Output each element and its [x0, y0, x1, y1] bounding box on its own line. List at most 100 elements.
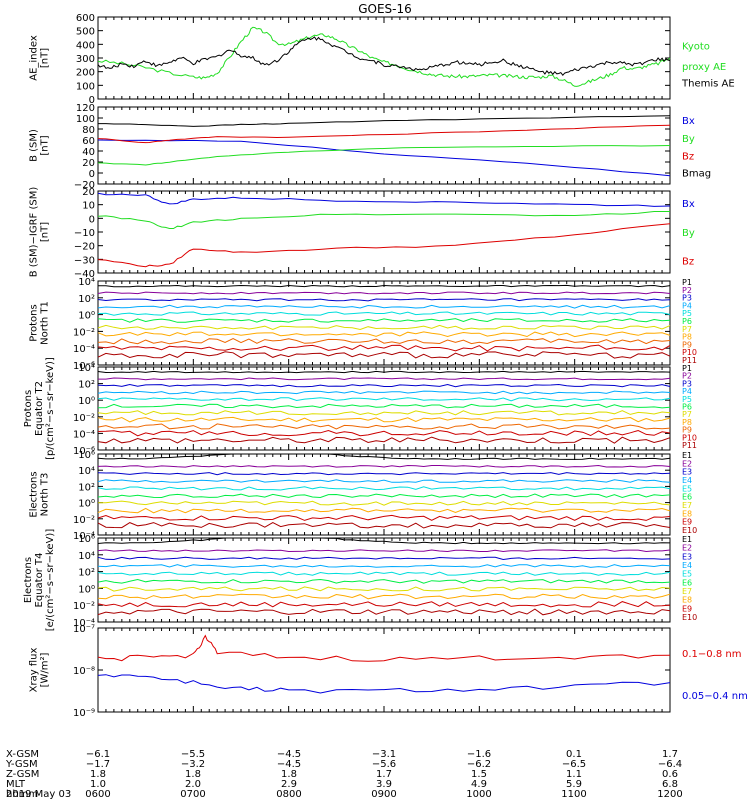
- legend-entry: P5: [682, 309, 692, 318]
- legend-entry: E3: [682, 552, 692, 561]
- legend-entry: Themis AE: [681, 79, 735, 90]
- x-row-value: −1.6: [467, 749, 491, 760]
- x-row-value: 2.0: [185, 779, 201, 790]
- x-row-value: −4.5: [277, 749, 301, 760]
- y-tick-label: 600: [76, 13, 95, 24]
- channel-line-E3: [97, 472, 671, 476]
- y-tick-label: 10⁰: [78, 396, 95, 407]
- legend-entry: P10: [682, 348, 697, 357]
- legend-entry: E2: [682, 544, 692, 553]
- channel-line-P1: [98, 284, 671, 288]
- y-axis-label: Equator T4: [34, 553, 45, 608]
- x-row-value: −1.7: [86, 759, 110, 770]
- x-row-value: 0600: [85, 789, 110, 800]
- legend-entry: E10: [682, 526, 697, 535]
- x-row-label: Y-GSM: [5, 759, 38, 770]
- legend-entry: E8: [682, 596, 692, 605]
- channel-line-P2: [98, 377, 671, 381]
- y-tick-label: 10²: [78, 568, 95, 579]
- legend-entry: 0.05−0.4 nm: [682, 691, 748, 702]
- y-axis-label: Electrons: [29, 471, 40, 517]
- y-tick-label: 10⁻⁷: [73, 624, 95, 635]
- legend-entry: E9: [682, 604, 692, 613]
- channel-line-P2: [97, 291, 671, 295]
- channel-line-P1: [97, 370, 671, 374]
- y-tick-label: 10⁻²: [73, 413, 95, 424]
- x-row-value: 0.6: [662, 769, 678, 780]
- legend-entry: Kyoto: [682, 42, 710, 53]
- x-row-value: 1.5: [471, 769, 487, 780]
- x-row-value: 1100: [561, 789, 586, 800]
- chart-title: GOES-16: [358, 2, 412, 16]
- legend-entry: E5: [682, 570, 692, 579]
- legend-entry: P3: [682, 379, 692, 388]
- y-tick-label: 10⁰: [78, 311, 95, 322]
- y-tick-label: 10⁻²: [73, 327, 95, 338]
- y-tick-label: 10⁶: [78, 534, 95, 545]
- series-line-Bx: [97, 192, 671, 207]
- channel-line-E5: [97, 571, 671, 576]
- x-row-label: Z-GSM: [6, 769, 39, 780]
- legend-entry: E9: [682, 518, 692, 527]
- y-tick-label: 60: [82, 136, 95, 147]
- y-tick-label: 10⁻⁴: [73, 344, 95, 355]
- y-tick-label: 10⁻⁴: [73, 531, 95, 542]
- x-axis-date: 2019 May 03: [6, 789, 71, 800]
- legend-entry: Bx: [682, 199, 695, 210]
- legend-entry: Bz: [682, 152, 694, 163]
- x-row-value: 1.8: [185, 769, 201, 780]
- y-tick-label: 200: [76, 68, 95, 79]
- x-row-value: 0700: [180, 789, 205, 800]
- y-axis-label: Protons: [23, 390, 34, 427]
- legend-entry: P4: [682, 387, 692, 396]
- y-tick-label: 100: [76, 81, 95, 92]
- legend-entry: By: [682, 228, 695, 239]
- y-axis-label: Electrons: [23, 557, 34, 603]
- legend-entry: 0.1−0.8 nm: [682, 649, 741, 660]
- y-tick-label: 0: [89, 95, 95, 106]
- x-row-value: 3.9: [376, 779, 392, 790]
- channel-line-E7: [97, 586, 671, 592]
- channel-line-P8: [97, 416, 671, 423]
- channel-line-P11: [97, 436, 671, 444]
- y-axis-label: [p/(cm²−s−sr−keV)]: [45, 357, 56, 460]
- y-tick-label: 10⁰: [78, 499, 95, 510]
- series-line-Bz: [97, 124, 671, 144]
- legend-entry: E6: [682, 493, 692, 502]
- x-row-value: 6.8: [662, 779, 678, 790]
- legend-entry: P10: [682, 433, 697, 442]
- y-tick-label: 0: [89, 214, 95, 225]
- y-axis-label: [nT]: [40, 48, 51, 68]
- x-row-value: −5.6: [372, 759, 396, 770]
- channel-line-P3: [97, 383, 671, 388]
- y-tick-label: 10⁻⁸: [73, 666, 95, 677]
- x-row-value: 1200: [657, 789, 682, 800]
- y-tick-label: 10⁴: [78, 363, 95, 374]
- y-axis-label: [nT]: [40, 222, 51, 242]
- channel-line-P11: [97, 351, 671, 359]
- x-row-value: −6.1: [86, 749, 110, 760]
- channel-line-E6: [97, 578, 671, 584]
- legend-entry: P5: [682, 395, 692, 404]
- y-tick-label: 10⁻²: [73, 515, 95, 526]
- y-tick-label: 500: [76, 27, 95, 38]
- x-row-value: −6.2: [467, 759, 491, 770]
- y-tick-label: 0: [89, 169, 95, 180]
- legend: Bx By Bz: [682, 199, 695, 267]
- channel-line-P6: [97, 318, 671, 323]
- y-tick-label: −40: [74, 269, 95, 280]
- legend-entry: P2: [682, 286, 692, 295]
- y-axis-label: Protons: [29, 304, 40, 341]
- x-axis-table: X-GSM −6.1 −5.5 −4.5 −3.1 −1.6 0.1 1.7 Y-GSM −1.7…: [5, 749, 683, 800]
- panel-frame: [97, 627, 671, 713]
- legend-entry: P7: [682, 410, 692, 419]
- channel-line-E6: [97, 493, 671, 499]
- y-tick-label: 20: [82, 158, 95, 169]
- legend: Kyoto proxy AE Themis AE: [681, 42, 735, 90]
- y-tick-label: 10⁻⁹: [73, 708, 95, 719]
- y-tick-label: 40: [82, 147, 95, 158]
- legend-entry: P11: [682, 356, 697, 365]
